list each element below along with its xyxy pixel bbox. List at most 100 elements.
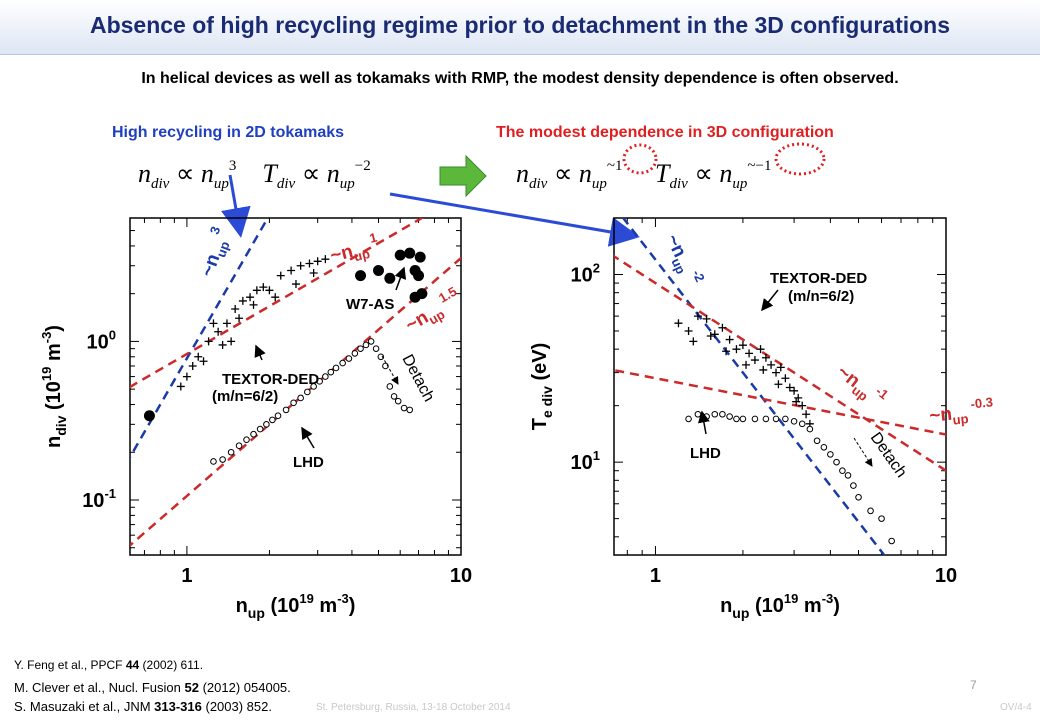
data-point-plus: [204, 337, 213, 346]
data-point-filled: [394, 249, 406, 261]
right-header: The modest dependence in 3D configuratio…: [496, 124, 834, 141]
data-point-plus: [689, 337, 698, 346]
data-point-open: [274, 412, 282, 420]
data-point-open: [782, 415, 789, 423]
data-point-open: [351, 350, 359, 357]
data-point-open: [711, 410, 719, 418]
annotation-textor: TEXTOR-DED: [222, 371, 319, 388]
fit-label-m03: ~nup -0.3: [928, 394, 995, 430]
data-point-open: [210, 458, 217, 465]
data-point-plus: [767, 360, 776, 369]
fit-label-m1: ~nup -1: [831, 357, 891, 413]
data-point-open: [844, 472, 852, 479]
data-point-plus: [259, 283, 268, 292]
data-point-filled: [384, 272, 396, 284]
data-point-plus: [214, 327, 223, 336]
data-point-open: [386, 383, 394, 390]
data-point-open: [813, 437, 821, 445]
data-point-filled: [143, 410, 155, 422]
data-point-open: [282, 406, 290, 414]
data-point-open: [345, 355, 353, 362]
data-point-open: [390, 393, 398, 400]
data-point-open: [878, 515, 885, 522]
data-point-plus: [742, 360, 751, 369]
data-point-open: [703, 413, 710, 420]
y-tick-label: 100: [87, 327, 116, 353]
data-point-plus: [684, 326, 693, 335]
detach-arrow: [853, 437, 873, 467]
data-point-open: [406, 406, 414, 414]
annotation-textor-mode: (m/n=6/2): [788, 288, 854, 305]
equation-3d: ndiv ∝ nup~1 Tdiv ∝ nup~−1: [516, 158, 772, 192]
data-point-plus: [702, 314, 711, 323]
data-point-open: [790, 418, 798, 425]
footer-venue: St. Petersburg, Russia, 13-18 October 20…: [316, 702, 511, 713]
data-point-plus: [798, 401, 807, 410]
data-point-plus: [759, 365, 768, 374]
annotation-lhd: LHD: [293, 454, 324, 471]
data-point-open: [235, 442, 243, 449]
data-point-plus: [296, 261, 305, 270]
data-point-open: [297, 394, 304, 402]
data-series: [674, 312, 895, 545]
x-tick-label: 1: [650, 565, 661, 587]
data-point-open: [827, 451, 834, 458]
data-point-open: [733, 415, 740, 423]
data-point-plus: [313, 257, 322, 266]
data-point-open: [372, 345, 380, 352]
x-axis-label: nup (1019 m-3): [720, 591, 840, 621]
data-point-open: [219, 456, 226, 463]
data-point-open: [394, 397, 402, 405]
data-point-open: [739, 415, 747, 423]
data-point-plus: [706, 332, 715, 341]
annotation-detach: Detach: [398, 352, 437, 405]
data-point-open: [719, 410, 726, 418]
x-axis-label: nup (1019 m-3): [236, 591, 356, 621]
data-point-plus: [265, 286, 274, 295]
textor-pointer: [254, 344, 266, 361]
fit-line: [614, 368, 946, 436]
data-point-plus: [194, 352, 203, 361]
pointer-arrow: [389, 192, 640, 247]
data-series: [143, 247, 428, 465]
data-point-open: [327, 368, 335, 376]
data-point-filled: [409, 291, 421, 303]
detach-arrow: [381, 355, 399, 385]
data-point-open: [820, 443, 828, 451]
data-point-plus: [774, 380, 783, 389]
annotation-textor-mode: (m/n=6/2): [212, 388, 278, 405]
data-point-open: [377, 353, 385, 361]
data-point-plus: [305, 259, 314, 268]
data-point-open: [855, 493, 862, 501]
data-point-open: [726, 413, 733, 420]
transition-arrow-icon: [439, 154, 487, 198]
slide-title: Absence of high recycling regime prior t…: [89, 12, 951, 38]
data-point-plus: [227, 337, 236, 346]
y-tick-label: 10-1: [82, 486, 116, 512]
data-point-plus: [238, 296, 247, 305]
data-point-open: [339, 359, 346, 367]
data-point-open: [250, 430, 257, 438]
data-point-open: [332, 364, 340, 372]
data-point-plus: [252, 286, 261, 295]
data-point-open: [256, 425, 264, 433]
y-tick-label: 101: [571, 448, 600, 474]
data-point-plus: [222, 319, 231, 328]
data-point-plus: [291, 280, 300, 289]
data-point-plus: [693, 312, 702, 321]
data-point-open: [694, 410, 702, 418]
data-point-open: [290, 399, 297, 407]
equation-2d: ndiv ∝ nup3 Tdiv ∝ nup−2: [138, 158, 371, 192]
data-point-open: [362, 341, 370, 349]
pointer-arrow: [221, 174, 251, 238]
data-point-plus: [785, 383, 794, 392]
data-point-plus: [722, 347, 731, 356]
data-point-plus: [756, 345, 765, 354]
slide-title-bar: Absence of high recycling regime prior t…: [0, 0, 1040, 55]
fit-line: [130, 218, 425, 389]
data-point-plus: [794, 393, 803, 402]
data-point-plus: [271, 293, 280, 302]
data-point-plus: [209, 319, 218, 328]
data-point-open: [243, 436, 250, 444]
data-point-plus: [725, 335, 734, 344]
